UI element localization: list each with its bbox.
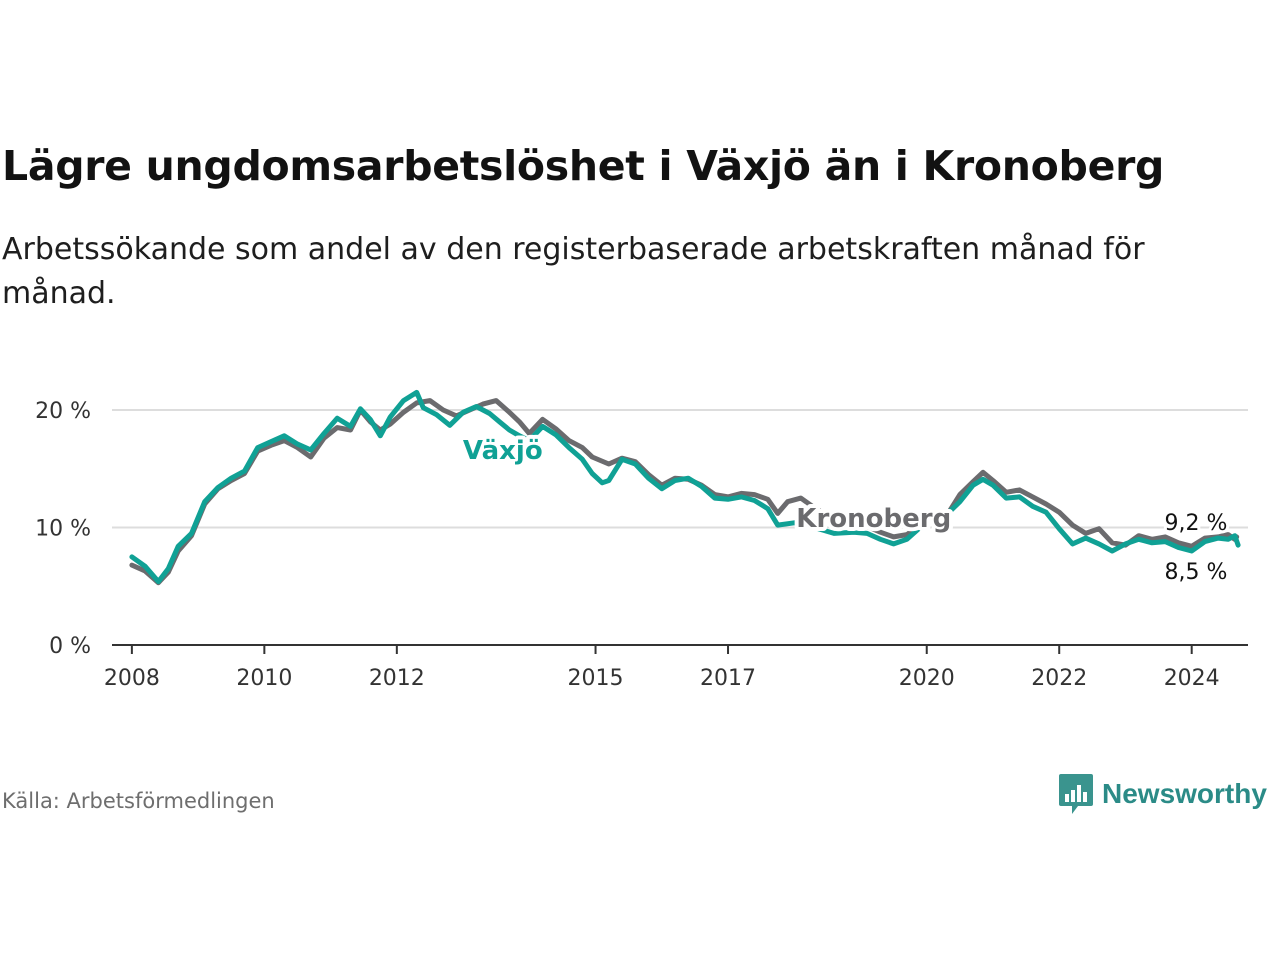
x-tick-label: 2024 [1164, 666, 1220, 691]
chart-title: Lägre ungdomsarbetslöshet i Växjö än i K… [2, 142, 1165, 190]
brand-name: Newsworthy [1102, 778, 1267, 809]
end-value-label-vaxjo: 8,5 % [1165, 560, 1228, 585]
brand-logo[interactable]: Newsworthy [1058, 772, 1267, 816]
x-tick-label: 2012 [369, 666, 425, 691]
x-tick-label: 2020 [899, 666, 955, 691]
end-value-label-kronoberg: 9,2 % [1165, 511, 1228, 536]
grid-layer: 0 % 10 % 20 % 2008 2010 2012 2015 2017 2020 2022 2… [35, 399, 1248, 691]
series-label-vaxjo: Växjö [463, 436, 543, 466]
line-chart: 0 % 10 % 20 % 2008 2010 2012 2015 2017 2020 2022 2… [35, 389, 1248, 691]
x-tick-label: 2015 [568, 666, 624, 691]
source-note: Källa: Arbetsförmedlingen [2, 789, 275, 813]
x-tick-label: 2010 [236, 666, 292, 691]
x-tick-label: 2008 [104, 666, 160, 691]
y-tick-label: 0 % [49, 634, 91, 659]
x-tick-label: 2017 [700, 666, 756, 691]
x-tick-label: 2022 [1031, 666, 1087, 691]
chart-subtitle: Arbetssökande som andel av den registerb… [2, 232, 1145, 311]
series-layer [129, 389, 1241, 586]
label-layer: Växjö Kronoberg 9,2 % 8,5 % [459, 432, 1231, 588]
newsworthy-logo-icon [1059, 774, 1093, 814]
series-label-kronoberg: Kronoberg [796, 504, 951, 534]
series-line-kronoberg [129, 398, 1240, 586]
series-line-vaxjo [129, 389, 1241, 585]
y-tick-label: 20 % [35, 399, 91, 424]
y-tick-label: 10 % [35, 517, 91, 542]
